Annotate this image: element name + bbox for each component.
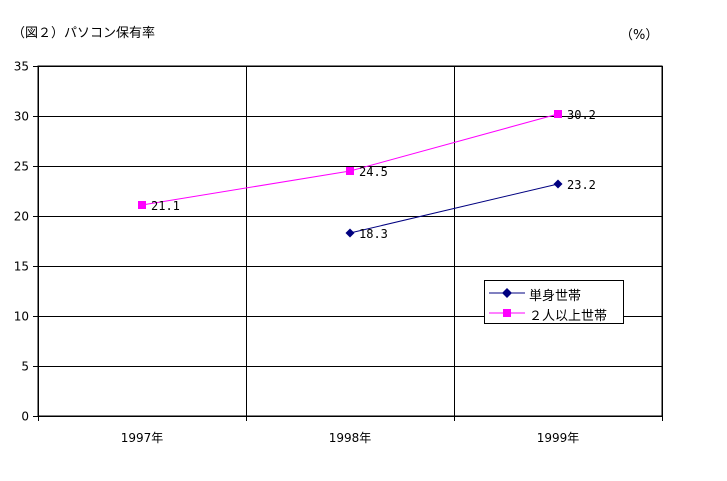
legend-item-single: 単身世帯 (485, 283, 623, 304)
legend-marker-diamond-icon (489, 288, 525, 298)
series-line-0 (349, 183, 559, 234)
data-point-diamond (553, 179, 563, 189)
x-tick-label: 1997年 (121, 431, 164, 445)
y-tick-label: 25 (14, 160, 29, 174)
data-point-square (346, 167, 354, 175)
x-tick-label: 1998年 (329, 431, 372, 445)
y-tick-label: 5 (21, 360, 29, 374)
data-label: 30.2 (567, 108, 596, 122)
series-lines: 18.3 23.2 21.1 24.5 30.2 (138, 108, 596, 241)
y-tick-label: 10 (14, 310, 29, 324)
legend: 単身世帯 ２人以上世帯 (484, 280, 624, 324)
y-tick-label: 0 (21, 410, 29, 424)
y-tick-label: 35 (14, 60, 29, 74)
legend-marker-square-icon (489, 309, 525, 317)
data-label: 23.2 (567, 178, 596, 192)
data-point-diamond (345, 228, 355, 238)
legend-item-multi: ２人以上世帯 (485, 303, 623, 324)
grid-lines (33, 65, 663, 421)
y-axis-tick-labels: 0 5 10 15 20 25 30 35 (14, 60, 29, 424)
data-label: 21.1 (151, 199, 180, 213)
y-tick-label: 20 (14, 210, 29, 224)
data-point-square (554, 110, 562, 118)
x-axis-tick-labels: 1997年 1998年 1999年 (121, 431, 580, 445)
unit-label: （%） (620, 28, 659, 43)
y-tick-label: 15 (14, 260, 29, 274)
chart-title: （図２）パソコン保有率 (12, 26, 156, 41)
x-tick-label: 1999年 (537, 431, 580, 445)
data-label: 18.3 (359, 227, 388, 241)
plot-area (37, 65, 663, 417)
y-tick-label: 30 (14, 110, 29, 124)
legend-label-multi: ２人以上世帯 (529, 309, 608, 324)
data-point-square (138, 201, 146, 209)
legend-label-single: 単身世帯 (529, 289, 582, 304)
data-label: 24.5 (359, 165, 388, 179)
